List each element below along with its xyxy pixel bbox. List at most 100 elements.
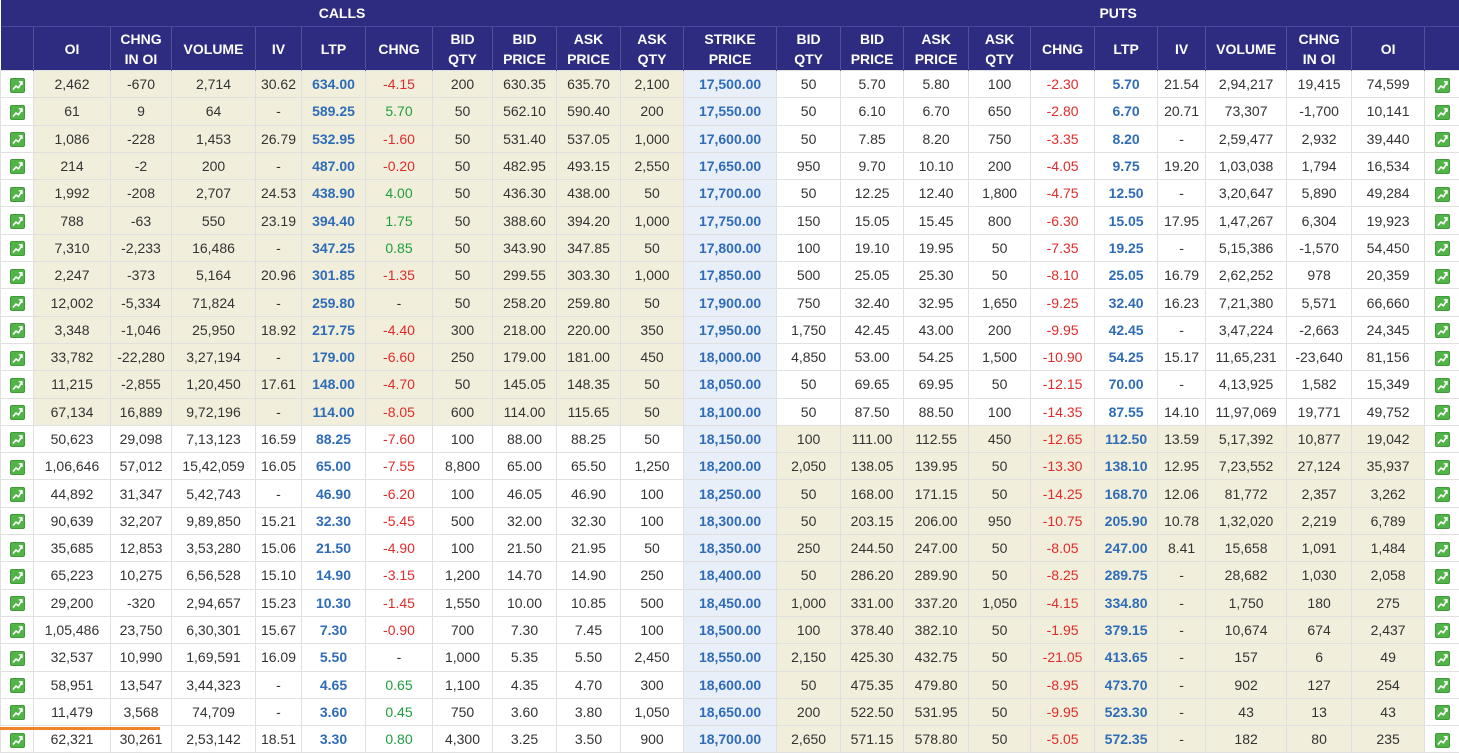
strike-price[interactable]: 18,500.00	[684, 616, 777, 643]
put-ltp[interactable]: 379.15	[1095, 616, 1158, 643]
chart-icon[interactable]	[1435, 187, 1450, 202]
chart-icon[interactable]	[10, 187, 25, 202]
chart-icon[interactable]	[10, 432, 25, 447]
chart-icon[interactable]	[10, 651, 25, 666]
chart-icon[interactable]	[10, 323, 25, 338]
put-ltp[interactable]: 15.05	[1095, 207, 1158, 234]
strike-price[interactable]: 18,650.00	[684, 698, 777, 725]
call-ltp[interactable]: 347.25	[302, 234, 366, 261]
chart-icon[interactable]	[10, 542, 25, 557]
call-ltp[interactable]: 14.90	[302, 562, 366, 589]
strike-price[interactable]: 17,500.00	[684, 71, 777, 98]
call-ltp[interactable]: 65.00	[302, 453, 366, 480]
chart-icon[interactable]	[1435, 159, 1450, 174]
strike-price[interactable]: 18,100.00	[684, 398, 777, 425]
call-ltp[interactable]: 46.90	[302, 480, 366, 507]
call-ltp[interactable]: 438.90	[302, 180, 366, 207]
chart-icon[interactable]	[10, 241, 25, 256]
chart-icon[interactable]	[1435, 296, 1450, 311]
strike-price[interactable]: 17,900.00	[684, 289, 777, 316]
chart-icon[interactable]	[10, 214, 25, 229]
chart-icon[interactable]	[1435, 241, 1450, 256]
put-ltp[interactable]: 70.00	[1095, 371, 1158, 398]
put-ltp[interactable]: 54.25	[1095, 343, 1158, 370]
call-ltp[interactable]: 394.40	[302, 207, 366, 234]
chart-icon[interactable]	[10, 159, 25, 174]
chart-icon[interactable]	[1435, 405, 1450, 420]
chart-icon[interactable]	[1435, 214, 1450, 229]
chart-icon[interactable]	[10, 514, 25, 529]
call-ltp[interactable]: 487.00	[302, 152, 366, 179]
chart-icon[interactable]	[1435, 596, 1450, 611]
chart-icon[interactable]	[10, 351, 25, 366]
chart-icon[interactable]	[1435, 132, 1450, 147]
chart-icon[interactable]	[10, 78, 25, 93]
chart-icon[interactable]	[10, 596, 25, 611]
call-ltp[interactable]: 5.50	[302, 644, 366, 671]
put-ltp[interactable]: 473.70	[1095, 671, 1158, 698]
put-ltp[interactable]: 138.10	[1095, 453, 1158, 480]
strike-price[interactable]: 18,300.00	[684, 507, 777, 534]
chart-icon[interactable]	[1435, 378, 1450, 393]
chart-icon[interactable]	[1435, 733, 1450, 748]
strike-price[interactable]: 18,150.00	[684, 425, 777, 452]
chart-icon[interactable]	[1435, 487, 1450, 502]
call-ltp[interactable]: 3.60	[302, 698, 366, 725]
call-ltp[interactable]: 4.65	[302, 671, 366, 698]
strike-price[interactable]: 18,250.00	[684, 480, 777, 507]
put-ltp[interactable]: 247.00	[1095, 535, 1158, 562]
strike-price[interactable]: 18,200.00	[684, 453, 777, 480]
chart-icon[interactable]	[10, 460, 25, 475]
put-ltp[interactable]: 168.70	[1095, 480, 1158, 507]
chart-icon[interactable]	[1435, 678, 1450, 693]
put-ltp[interactable]: 25.05	[1095, 262, 1158, 289]
strike-price[interactable]: 17,600.00	[684, 125, 777, 152]
put-ltp[interactable]: 289.75	[1095, 562, 1158, 589]
put-ltp[interactable]: 19.25	[1095, 234, 1158, 261]
strike-price[interactable]: 18,050.00	[684, 371, 777, 398]
chart-icon[interactable]	[10, 105, 25, 120]
strike-price[interactable]: 18,000.00	[684, 343, 777, 370]
call-ltp[interactable]: 148.00	[302, 371, 366, 398]
put-ltp[interactable]: 413.65	[1095, 644, 1158, 671]
strike-price[interactable]: 18,450.00	[684, 589, 777, 616]
strike-price[interactable]: 18,600.00	[684, 671, 777, 698]
strike-price[interactable]: 18,350.00	[684, 535, 777, 562]
call-ltp[interactable]: 301.85	[302, 262, 366, 289]
call-ltp[interactable]: 7.30	[302, 616, 366, 643]
strike-price[interactable]: 17,950.00	[684, 316, 777, 343]
strike-price[interactable]: 18,550.00	[684, 644, 777, 671]
put-ltp[interactable]: 42.45	[1095, 316, 1158, 343]
chart-icon[interactable]	[1435, 432, 1450, 447]
call-ltp[interactable]: 589.25	[302, 98, 366, 125]
put-ltp[interactable]: 112.50	[1095, 425, 1158, 452]
chart-icon[interactable]	[1435, 623, 1450, 638]
strike-price[interactable]: 17,800.00	[684, 234, 777, 261]
chart-icon[interactable]	[10, 269, 25, 284]
chart-icon[interactable]	[1435, 569, 1450, 584]
call-ltp[interactable]: 114.00	[302, 398, 366, 425]
call-ltp[interactable]: 217.75	[302, 316, 366, 343]
strike-price[interactable]: 17,550.00	[684, 98, 777, 125]
put-ltp[interactable]: 334.80	[1095, 589, 1158, 616]
strike-price[interactable]: 17,650.00	[684, 152, 777, 179]
put-ltp[interactable]: 8.20	[1095, 125, 1158, 152]
call-ltp[interactable]: 634.00	[302, 71, 366, 98]
chart-icon[interactable]	[10, 623, 25, 638]
put-ltp[interactable]: 87.55	[1095, 398, 1158, 425]
chart-icon[interactable]	[1435, 351, 1450, 366]
put-ltp[interactable]: 9.75	[1095, 152, 1158, 179]
chart-icon[interactable]	[10, 678, 25, 693]
call-ltp[interactable]: 88.25	[302, 425, 366, 452]
chart-icon[interactable]	[10, 705, 25, 720]
call-ltp[interactable]: 10.30	[302, 589, 366, 616]
chart-icon[interactable]	[1435, 105, 1450, 120]
chart-icon[interactable]	[10, 487, 25, 502]
chart-icon[interactable]	[1435, 514, 1450, 529]
put-ltp[interactable]: 6.70	[1095, 98, 1158, 125]
chart-icon[interactable]	[10, 132, 25, 147]
put-ltp[interactable]: 32.40	[1095, 289, 1158, 316]
call-ltp[interactable]: 259.80	[302, 289, 366, 316]
strike-price[interactable]: 17,750.00	[684, 207, 777, 234]
call-ltp[interactable]: 179.00	[302, 343, 366, 370]
